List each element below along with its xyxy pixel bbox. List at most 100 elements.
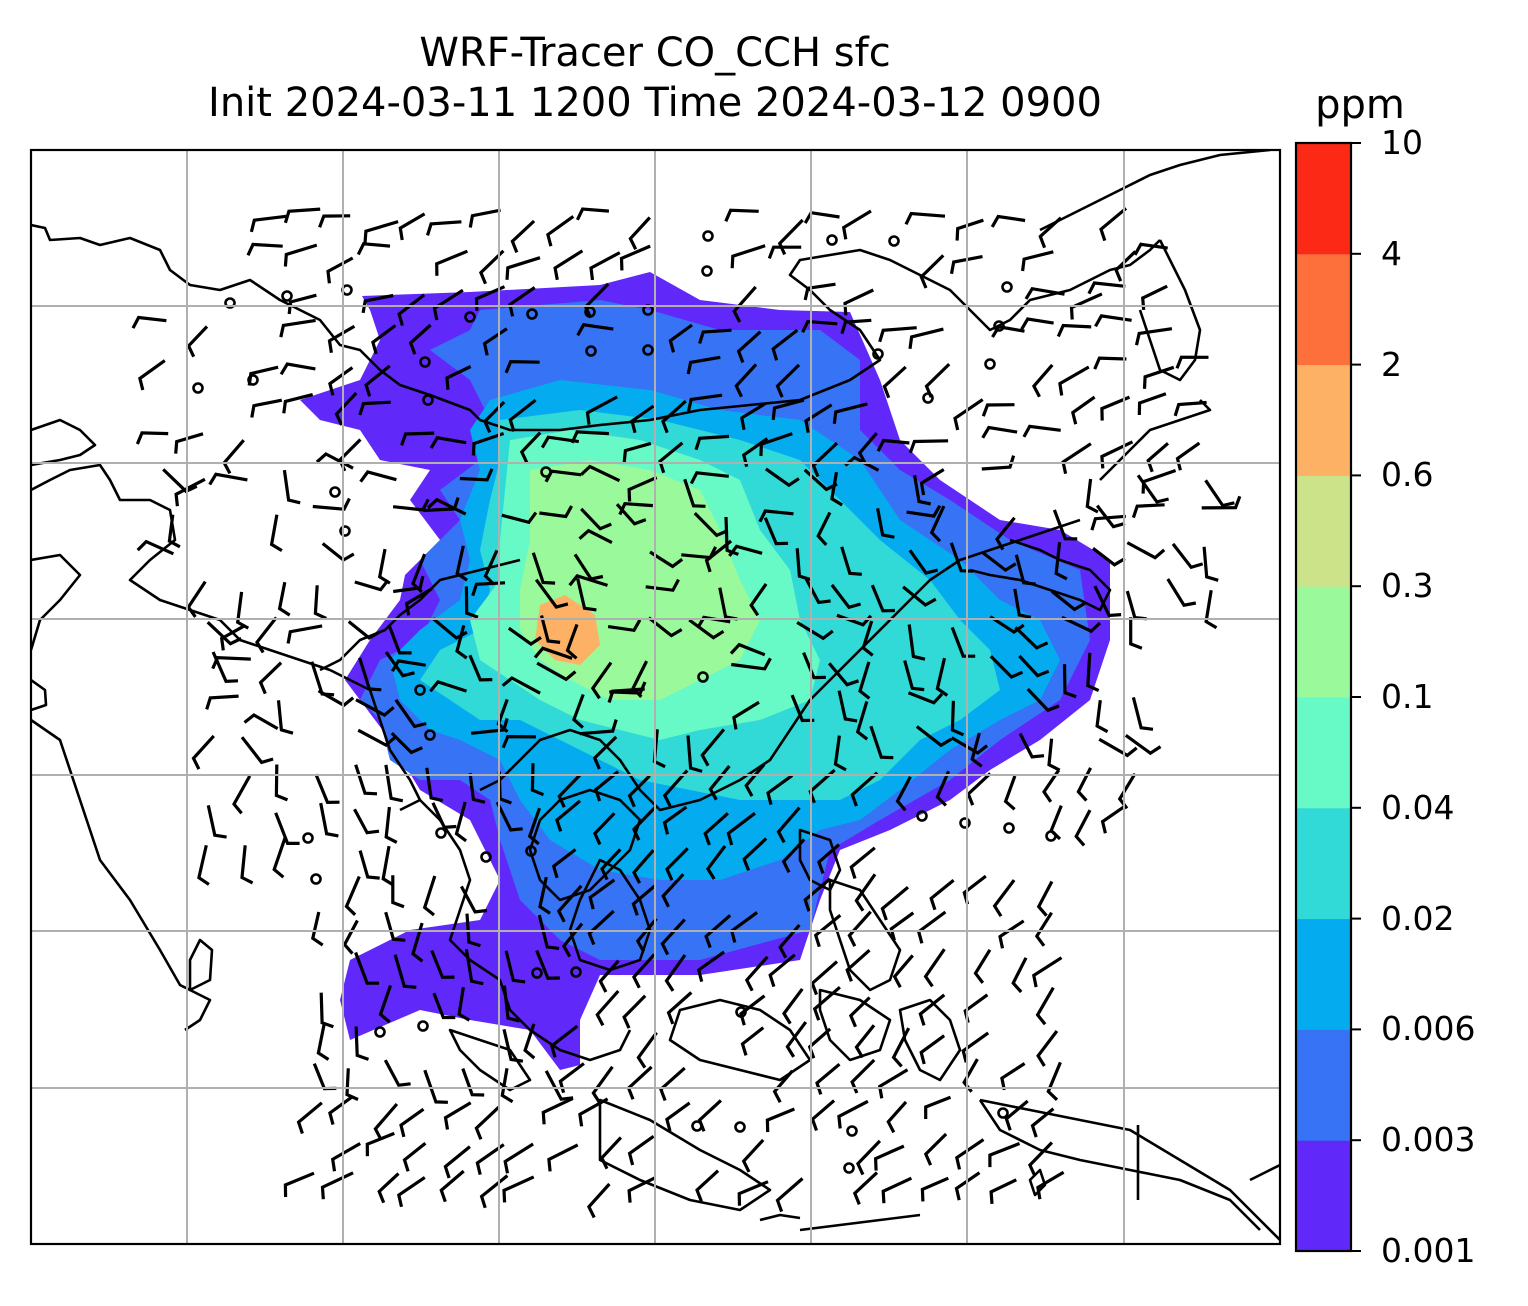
wind-barb <box>279 362 316 376</box>
wind-barb <box>686 393 723 412</box>
wind-barb <box>319 992 334 1029</box>
wind-barb <box>929 878 955 911</box>
wind-barb <box>902 585 937 607</box>
wind-barb <box>854 1024 876 1059</box>
wind-barb <box>1058 365 1090 396</box>
wind-barb <box>211 656 251 670</box>
wind-barb <box>920 1176 949 1202</box>
wind-barb <box>500 1068 514 1104</box>
wind-barb <box>287 293 317 315</box>
wind-barb <box>664 954 687 992</box>
wind-barb <box>1011 957 1028 994</box>
wind-barb <box>740 402 766 431</box>
wind-barb <box>782 987 804 1025</box>
wind-barb <box>924 362 951 398</box>
wind-barb <box>539 615 561 644</box>
wind-barb <box>455 545 468 582</box>
wind-barb <box>394 698 427 729</box>
wind-barb <box>354 951 380 985</box>
wind-barb <box>553 249 584 281</box>
wind-barb <box>811 441 839 478</box>
wind-barb <box>547 1143 579 1172</box>
calm-wind-circle <box>1001 281 1013 293</box>
wind-barb <box>431 802 457 829</box>
wind-barb <box>243 713 279 730</box>
wind-barb <box>464 949 484 986</box>
colorbar-tick-label: 0.3 <box>1381 566 1434 606</box>
wind-barb <box>330 1142 361 1172</box>
wind-barb <box>870 584 895 613</box>
wind-barb <box>1000 1062 1026 1091</box>
wind-barb <box>803 877 832 912</box>
wind-barb <box>384 806 398 844</box>
wind-barb <box>627 1134 655 1166</box>
wind-barb <box>840 318 872 335</box>
wind-barb <box>1141 468 1177 494</box>
wind-barb <box>397 293 426 327</box>
calm-wind-circle <box>872 348 884 360</box>
wind-barb <box>607 687 645 703</box>
wind-barb <box>495 801 523 832</box>
wind-barb <box>354 1026 370 1061</box>
wind-barb <box>662 769 689 807</box>
wind-barb <box>1056 323 1092 338</box>
wind-barb <box>505 256 541 280</box>
wind-barb <box>619 244 651 271</box>
wind-barb <box>459 468 494 482</box>
wind-barb <box>435 249 469 276</box>
wind-barb <box>501 676 541 695</box>
wind-barb <box>575 207 610 221</box>
wind-barb <box>628 216 651 251</box>
wind-barb <box>373 1102 399 1141</box>
wind-barb <box>906 504 942 518</box>
wind-barb <box>1202 546 1219 582</box>
wind-barb <box>668 323 693 353</box>
wind-barb <box>850 771 879 807</box>
wind-barb <box>1175 355 1209 369</box>
wind-barb <box>843 288 874 316</box>
wind-barb <box>504 950 526 984</box>
calm-wind-circle <box>310 873 322 885</box>
wind-barb <box>316 1023 330 1061</box>
wind-barb <box>317 689 355 708</box>
wind-barb <box>538 876 551 915</box>
wind-barb <box>393 954 417 989</box>
wind-barb <box>326 256 354 284</box>
wind-barb <box>771 328 799 361</box>
wind-barb <box>961 1031 990 1063</box>
wind-barb <box>391 659 426 673</box>
calm-wind-circle <box>525 845 537 857</box>
wind-barb <box>1076 767 1093 802</box>
wind-barb <box>400 431 435 446</box>
wind-barb <box>1204 589 1218 630</box>
wind-barb <box>580 507 612 531</box>
calm-wind-circle <box>192 382 204 394</box>
wind-barb <box>857 432 878 465</box>
wind-barb <box>232 775 252 815</box>
wind-barb <box>949 255 983 275</box>
wind-barb <box>1201 495 1242 510</box>
wind-barb <box>1024 286 1065 300</box>
calm-wind-circle <box>642 344 654 356</box>
wind-barb <box>384 651 415 678</box>
colorbar-block <box>1296 697 1351 809</box>
wind-barb <box>363 220 399 244</box>
wind-barb <box>778 923 801 959</box>
map-area <box>31 150 1280 1244</box>
wind-barb <box>744 955 769 992</box>
wind-barb <box>632 849 655 884</box>
wind-barb <box>989 1178 1017 1205</box>
wind-barb <box>998 919 1025 949</box>
wind-barb <box>772 1069 794 1103</box>
wind-barb <box>568 574 608 587</box>
calm-wind-markers <box>192 230 1057 1174</box>
wind-barb <box>990 214 1026 228</box>
wind-barb <box>356 242 391 256</box>
wind-barb <box>1166 578 1197 607</box>
wind-barb <box>1034 911 1053 947</box>
wind-barb <box>269 514 283 552</box>
wind-barb <box>191 734 215 770</box>
wind-barb <box>585 395 618 425</box>
wind-barb <box>1036 880 1054 917</box>
wind-barb <box>908 549 939 575</box>
